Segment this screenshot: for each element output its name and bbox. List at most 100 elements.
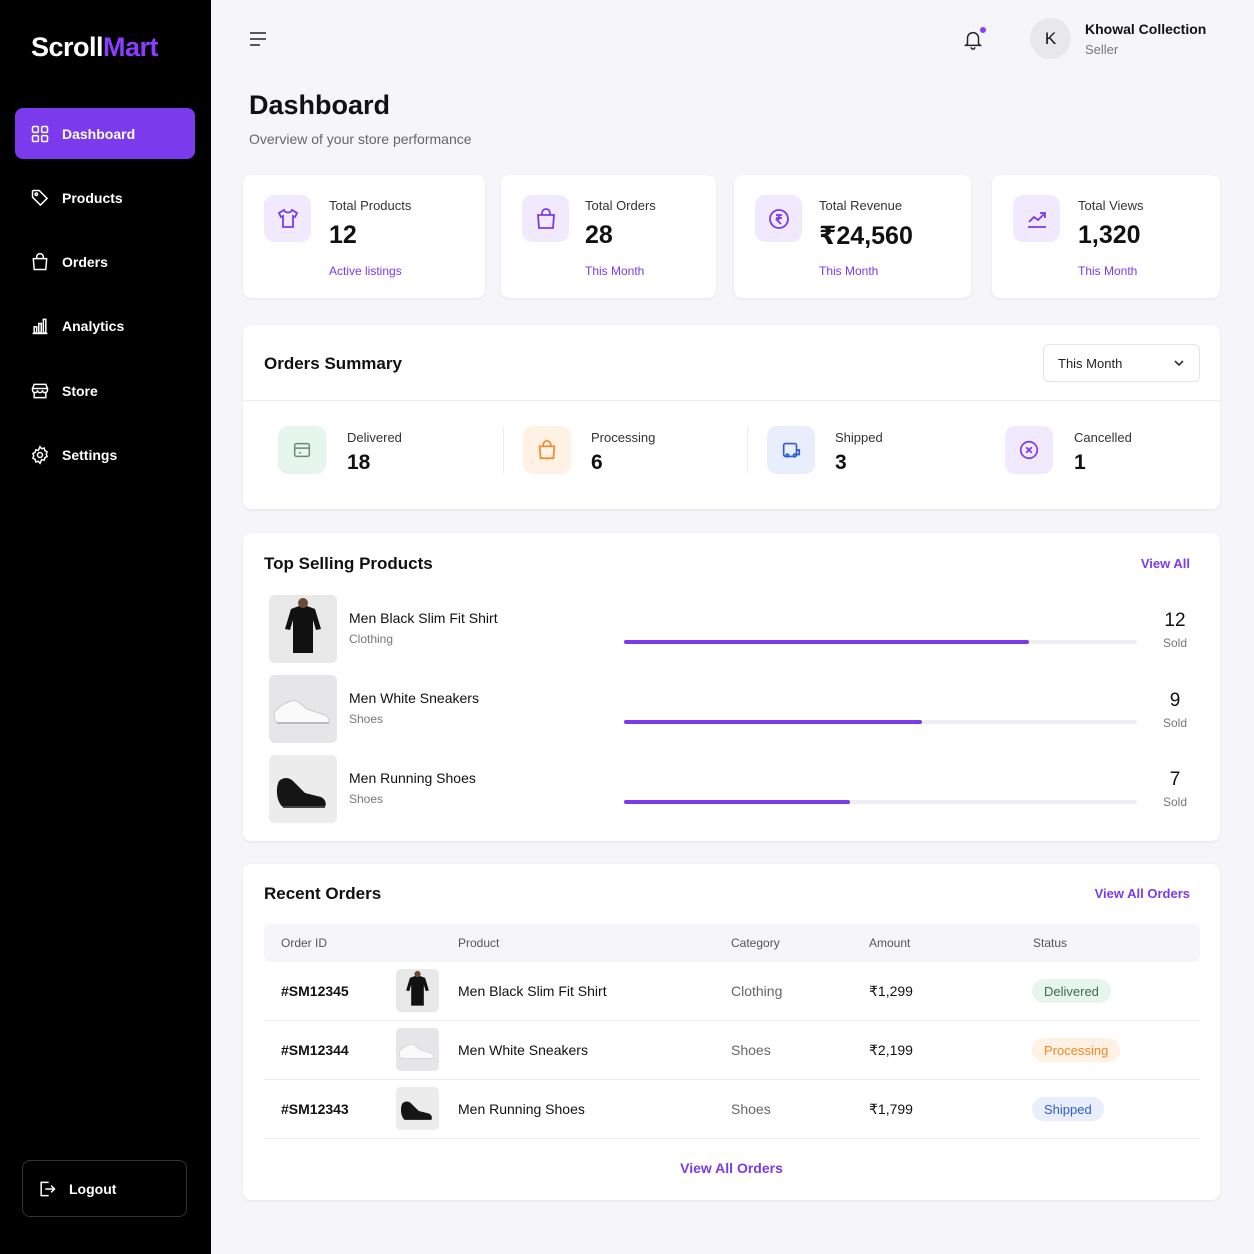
processing-icon	[523, 426, 571, 474]
table-row[interactable]: #SM12345 Men Black Slim Fit Shirt Clothi…	[264, 962, 1200, 1021]
product-name[interactable]: Men White Sneakers	[349, 690, 479, 706]
cancelled-icon	[1005, 426, 1053, 474]
stat-label: Total Products	[329, 198, 412, 213]
summary-label: Processing	[591, 430, 656, 445]
sold-label: Sold	[1162, 636, 1188, 650]
section-title: Top Selling Products	[264, 554, 433, 573]
sales-progress-bar	[624, 800, 1137, 804]
status-badge: Processing	[1032, 1038, 1121, 1062]
column-header[interactable]: Status	[1033, 936, 1068, 950]
product-category: Shoes	[349, 792, 384, 806]
stat-card-views[interactable]: Total Views 1,320 This Month	[992, 175, 1220, 298]
sidebar-item-products[interactable]: Products	[15, 172, 195, 223]
stat-note: This Month	[1078, 264, 1138, 278]
order-id[interactable]: #SM12343	[281, 1101, 349, 1117]
orders-summary-card: Orders Summary This Month Delivered 18 P…	[243, 325, 1220, 509]
column-header[interactable]: Order ID	[281, 936, 328, 950]
sidebar-item-label: Analytics	[62, 317, 125, 334]
product-name: Men Black Slim Fit Shirt	[458, 983, 607, 999]
delivered-icon	[278, 426, 326, 474]
status-badge: Shipped	[1032, 1097, 1104, 1121]
column-header[interactable]: Product	[458, 936, 500, 950]
stat-note: This Month	[585, 264, 645, 278]
sidebar-item-label: Settings	[62, 446, 118, 463]
sidebar-item-orders[interactable]: Orders	[15, 236, 195, 287]
summary-label: Delivered	[347, 430, 402, 445]
divider	[503, 427, 504, 473]
sidebar-item-settings[interactable]: Settings	[15, 429, 195, 480]
sidebar-item-label: Orders	[62, 253, 108, 270]
stat-note: Active listings	[329, 264, 402, 278]
page-title: Dashboard	[249, 90, 391, 120]
product-category: Clothing	[349, 632, 394, 646]
column-header[interactable]: Amount	[869, 936, 911, 950]
stat-card-orders[interactable]: Total Orders 28 This Month	[501, 175, 716, 298]
stat-label: Total Orders	[585, 198, 656, 213]
sold-count: 12	[1164, 610, 1186, 631]
sidebar-item-dashboard[interactable]: Dashboard	[15, 108, 195, 159]
stat-card-products[interactable]: Total Products 12 Active listings	[243, 175, 485, 298]
notification-dot	[980, 27, 986, 33]
view-all-orders-link[interactable]: View All Orders	[1094, 886, 1190, 901]
table-header: Order ID Product Category Amount Status	[264, 924, 1200, 962]
logout-label: Logout	[69, 1180, 117, 1197]
category: Shoes	[731, 1101, 771, 1117]
sidebar: ScrollMart Dashboard Products Orders Ana…	[0, 0, 211, 1254]
product-name[interactable]: Men Running Shoes	[349, 770, 476, 786]
sidebar-item-analytics[interactable]: Analytics	[15, 300, 195, 351]
section-title: Recent Orders	[264, 884, 382, 903]
sold-count: 9	[1169, 690, 1181, 711]
bag-icon	[32, 252, 48, 270]
column-header[interactable]: Category	[731, 936, 780, 950]
logout-button[interactable]: Logout	[22, 1160, 187, 1217]
brand-part1: Scroll	[31, 32, 104, 62]
summary-value: 18	[347, 451, 371, 474]
product-image[interactable]	[269, 755, 337, 823]
order-id[interactable]: #SM12345	[281, 983, 349, 999]
summary-label: Shipped	[835, 430, 883, 445]
top-selling-card: Top Selling Products View All Men Black …	[243, 533, 1220, 841]
tag-icon	[31, 189, 49, 206]
sales-progress-fill	[624, 640, 1030, 644]
sales-progress-fill	[624, 800, 850, 804]
product-thumbnail	[396, 1087, 439, 1130]
rupee-icon	[755, 195, 802, 242]
running-shoe-image-icon	[396, 1087, 439, 1130]
product-image[interactable]	[269, 675, 337, 743]
stat-card-revenue[interactable]: Total Revenue ₹24,560 This Month	[734, 175, 971, 298]
product-category: Shoes	[349, 712, 384, 726]
shirt-image-icon	[269, 595, 337, 663]
avatar[interactable]: K	[1030, 18, 1071, 59]
product-image[interactable]	[269, 595, 337, 663]
period-select[interactable]: This Month	[1043, 344, 1200, 382]
product-name: Men Running Shoes	[458, 1101, 585, 1117]
stat-value: 12	[329, 221, 357, 249]
stat-note: This Month	[819, 264, 879, 278]
order-id[interactable]: #SM12344	[281, 1042, 349, 1058]
brand-logo[interactable]: ScrollMart	[31, 32, 159, 63]
table-row[interactable]: #SM12343 Men Running Shoes Shoes ₹1,799 …	[264, 1080, 1200, 1139]
sidebar-item-store[interactable]: Store	[15, 365, 195, 416]
user-name: Khowal Collection	[1085, 21, 1207, 37]
sales-progress-bar	[624, 640, 1137, 644]
menu-icon[interactable]	[249, 31, 267, 47]
user-role: Seller	[1085, 42, 1119, 57]
shirt-image-icon	[396, 969, 439, 1012]
stat-value: 1,320	[1078, 221, 1141, 249]
bell-icon[interactable]	[962, 27, 984, 51]
recent-orders-card: Recent Orders View All Orders Order ID P…	[243, 864, 1220, 1200]
category: Shoes	[731, 1042, 771, 1058]
table-row[interactable]: #SM12344 Men White Sneakers Shoes ₹2,199…	[264, 1021, 1200, 1080]
product-name[interactable]: Men Black Slim Fit Shirt	[349, 610, 498, 626]
view-all-link[interactable]: View All	[1140, 556, 1190, 571]
sales-progress-fill	[624, 720, 922, 724]
product-name: Men White Sneakers	[458, 1042, 588, 1058]
store-icon	[31, 383, 49, 398]
grid-icon	[31, 125, 49, 142]
sales-progress-bar	[624, 720, 1137, 724]
summary-label: Cancelled	[1074, 430, 1132, 445]
category: Clothing	[731, 983, 783, 999]
sidebar-item-label: Store	[62, 382, 98, 399]
summary-value: 1	[1074, 451, 1086, 474]
view-all-orders-bottom-link[interactable]: View All Orders	[680, 1160, 783, 1176]
